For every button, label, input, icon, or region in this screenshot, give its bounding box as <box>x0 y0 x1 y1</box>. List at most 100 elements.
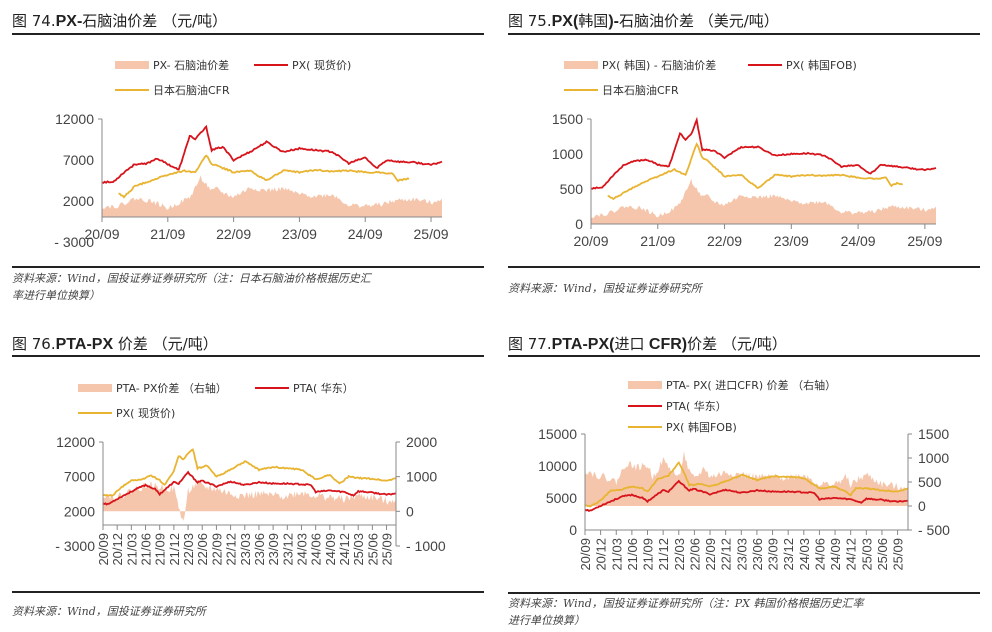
legend-swatch-area <box>564 61 598 69</box>
x-tick-label: 21/03 <box>124 533 139 566</box>
y-tick-label-left: 1000 <box>552 146 583 162</box>
fig74-legend-naphtha: 日本石脑油CFR <box>115 82 230 98</box>
fig77-title-bold2: CFR) <box>644 336 688 353</box>
x-tick-label: 24/09 <box>828 538 843 571</box>
fig77-source-rule <box>508 592 980 594</box>
x-tick-label: 22/09 <box>216 226 251 242</box>
x-tick-label: 20/09 <box>573 233 608 249</box>
fig77-legend-spread: PTA- PX( 进口CFR) 价差 （右轴） <box>628 377 836 393</box>
legend-swatch-area <box>78 384 112 392</box>
fig77-source-line2: 进行单位换算） <box>508 614 585 627</box>
fig76-legend-spread: PTA- PX价差 （右轴） <box>78 380 227 396</box>
fig74-legend-px: PX( 现货价) <box>254 57 351 73</box>
y-tick-label-right: 0 <box>918 498 926 514</box>
fig74-title-rule <box>12 33 484 35</box>
fig75-source-line1: 资料来源：Wind，国投证券证券研究所 <box>508 282 702 295</box>
y-tick-label-right: 1000 <box>918 450 949 466</box>
x-tick-label: 21/06 <box>625 538 640 571</box>
series-line-1 <box>584 479 909 512</box>
series-line-2 <box>102 448 397 497</box>
fig76-title-rule <box>12 355 484 357</box>
fig77-title: 图 77.PTA-PX(进口 CFR)价差 （元/吨） <box>508 333 787 354</box>
x-tick-label: 24/12 <box>337 533 352 566</box>
legend-swatch-line <box>78 412 112 414</box>
fig74-source-line1: 资料来源：Wind，国投证券证券研究所（注：日本石脑油价格根据历史汇 <box>12 272 371 285</box>
legend-swatch-area <box>115 61 149 69</box>
x-tick-label: 22/09 <box>209 533 224 566</box>
x-tick-label: 20/12 <box>110 533 125 566</box>
x-tick-label: 21/06 <box>139 533 154 566</box>
legend-label: PTA( 华东） <box>293 382 354 395</box>
fig77-title-rule <box>508 355 980 357</box>
y-tick-label-right: - 500 <box>918 522 950 538</box>
x-tick-label: 22/03 <box>181 533 196 566</box>
fig74-legend-spread: PX- 石脑油价差 <box>115 57 229 73</box>
x-tick-label: 23/12 <box>781 538 796 571</box>
y-tick-label-left: 7000 <box>64 469 95 485</box>
fig75-title-rule <box>508 33 980 35</box>
fig76-source: 资料来源：Wind，国投证券证券研究所 <box>12 603 492 620</box>
y-tick-label-right: - 1000 <box>406 538 446 554</box>
x-tick-label: 25/06 <box>875 538 890 571</box>
x-tick-label: 20/09 <box>578 538 593 571</box>
x-tick-label: 23/06 <box>252 533 267 566</box>
fig75-legend-px: PX( 韩国FOB) <box>748 57 857 73</box>
series-area-0 <box>102 175 442 218</box>
fig75-title: 图 75.PX(韩国)-石脑油价差 （美元/吨） <box>508 10 779 31</box>
x-tick-label: 21/12 <box>656 538 671 571</box>
x-tick-label: 25/06 <box>365 533 380 566</box>
y-tick-label-left: 5000 <box>546 490 577 506</box>
x-tick-label: 25/09 <box>414 226 449 242</box>
fig74-source-line2: 率进行单位换算） <box>12 289 100 302</box>
x-tick-label: 22/12 <box>719 538 734 571</box>
legend-swatch-line <box>254 64 288 66</box>
y-tick-label-left: 0 <box>575 216 583 232</box>
fig76-title-rest: 价差 （元/吨） <box>113 335 218 353</box>
y-tick-label-left: 0 <box>569 522 577 538</box>
x-tick-label: 23/03 <box>238 533 253 566</box>
x-tick-label: 25/03 <box>351 533 366 566</box>
fig77-title-prefix: 图 77. <box>508 335 552 353</box>
x-tick-label: 25/09 <box>891 538 906 571</box>
x-tick-label: 23/09 <box>766 538 781 571</box>
x-tick-label: 25/09 <box>380 533 395 566</box>
y-tick-label-left: 2000 <box>63 193 94 209</box>
x-tick-label: 24/06 <box>812 538 827 571</box>
fig74-source: 资料来源：Wind，国投证券证券研究所（注：日本石脑油价格根据历史汇 率进行单位… <box>12 270 492 304</box>
fig77-title-mid: 进口 <box>614 335 645 353</box>
x-tick-label: 21/09 <box>153 533 168 566</box>
x-tick-label: 24/09 <box>348 226 383 242</box>
fig76-legend-px: PX( 现货价) <box>78 405 175 421</box>
x-tick-label: 25/09 <box>907 233 942 249</box>
legend-swatch-area <box>628 381 662 389</box>
legend-swatch-line <box>115 89 149 91</box>
x-tick-label: 21/03 <box>609 538 624 571</box>
fig77-source-line1: 资料来源：Wind，国投证券证券研究所（注：PX 韩国价格根据历史汇率 <box>508 597 864 610</box>
legend-label: PX( 韩国FOB) <box>786 59 857 72</box>
fig77-source: 资料来源：Wind，国投证券证券研究所（注：PX 韩国价格根据历史汇率 进行单位… <box>508 595 988 629</box>
legend-label: 日本石脑油CFR <box>602 84 679 97</box>
fig77-legend-px: PX( 韩国FOB) <box>628 419 737 435</box>
fig75-title-bold: PX( <box>551 13 579 30</box>
x-tick-label: 20/12 <box>594 538 609 571</box>
x-tick-label: 20/09 <box>96 533 111 566</box>
fig76-title: 图 76.PTA-PX 价差 （元/吨） <box>12 333 218 354</box>
legend-label: PX( 韩国FOB) <box>666 421 737 434</box>
y-tick-label-left: 1500 <box>552 111 583 127</box>
x-tick-label: 21/12 <box>167 533 182 566</box>
fig75-source: 资料来源：Wind，国投证券证券研究所 <box>508 280 988 297</box>
x-tick-label: 24/06 <box>309 533 324 566</box>
fig74-source-rule <box>12 266 484 268</box>
y-tick-label-right: 0 <box>406 503 414 519</box>
legend-label: 日本石脑油CFR <box>153 84 230 97</box>
y-tick-label-left: 7000 <box>63 152 94 168</box>
x-tick-label: 23/12 <box>280 533 295 566</box>
legend-swatch-line <box>564 89 598 91</box>
series-line-1 <box>102 470 397 506</box>
x-tick-label: 23/09 <box>266 533 281 566</box>
fig77-legend-pta: PTA( 华东） <box>628 398 727 414</box>
fig74-title-rest: 石脑油价差 （元/吨） <box>82 12 228 30</box>
fig76-title-prefix: 图 76. <box>12 335 56 353</box>
series-area-0 <box>591 178 936 224</box>
